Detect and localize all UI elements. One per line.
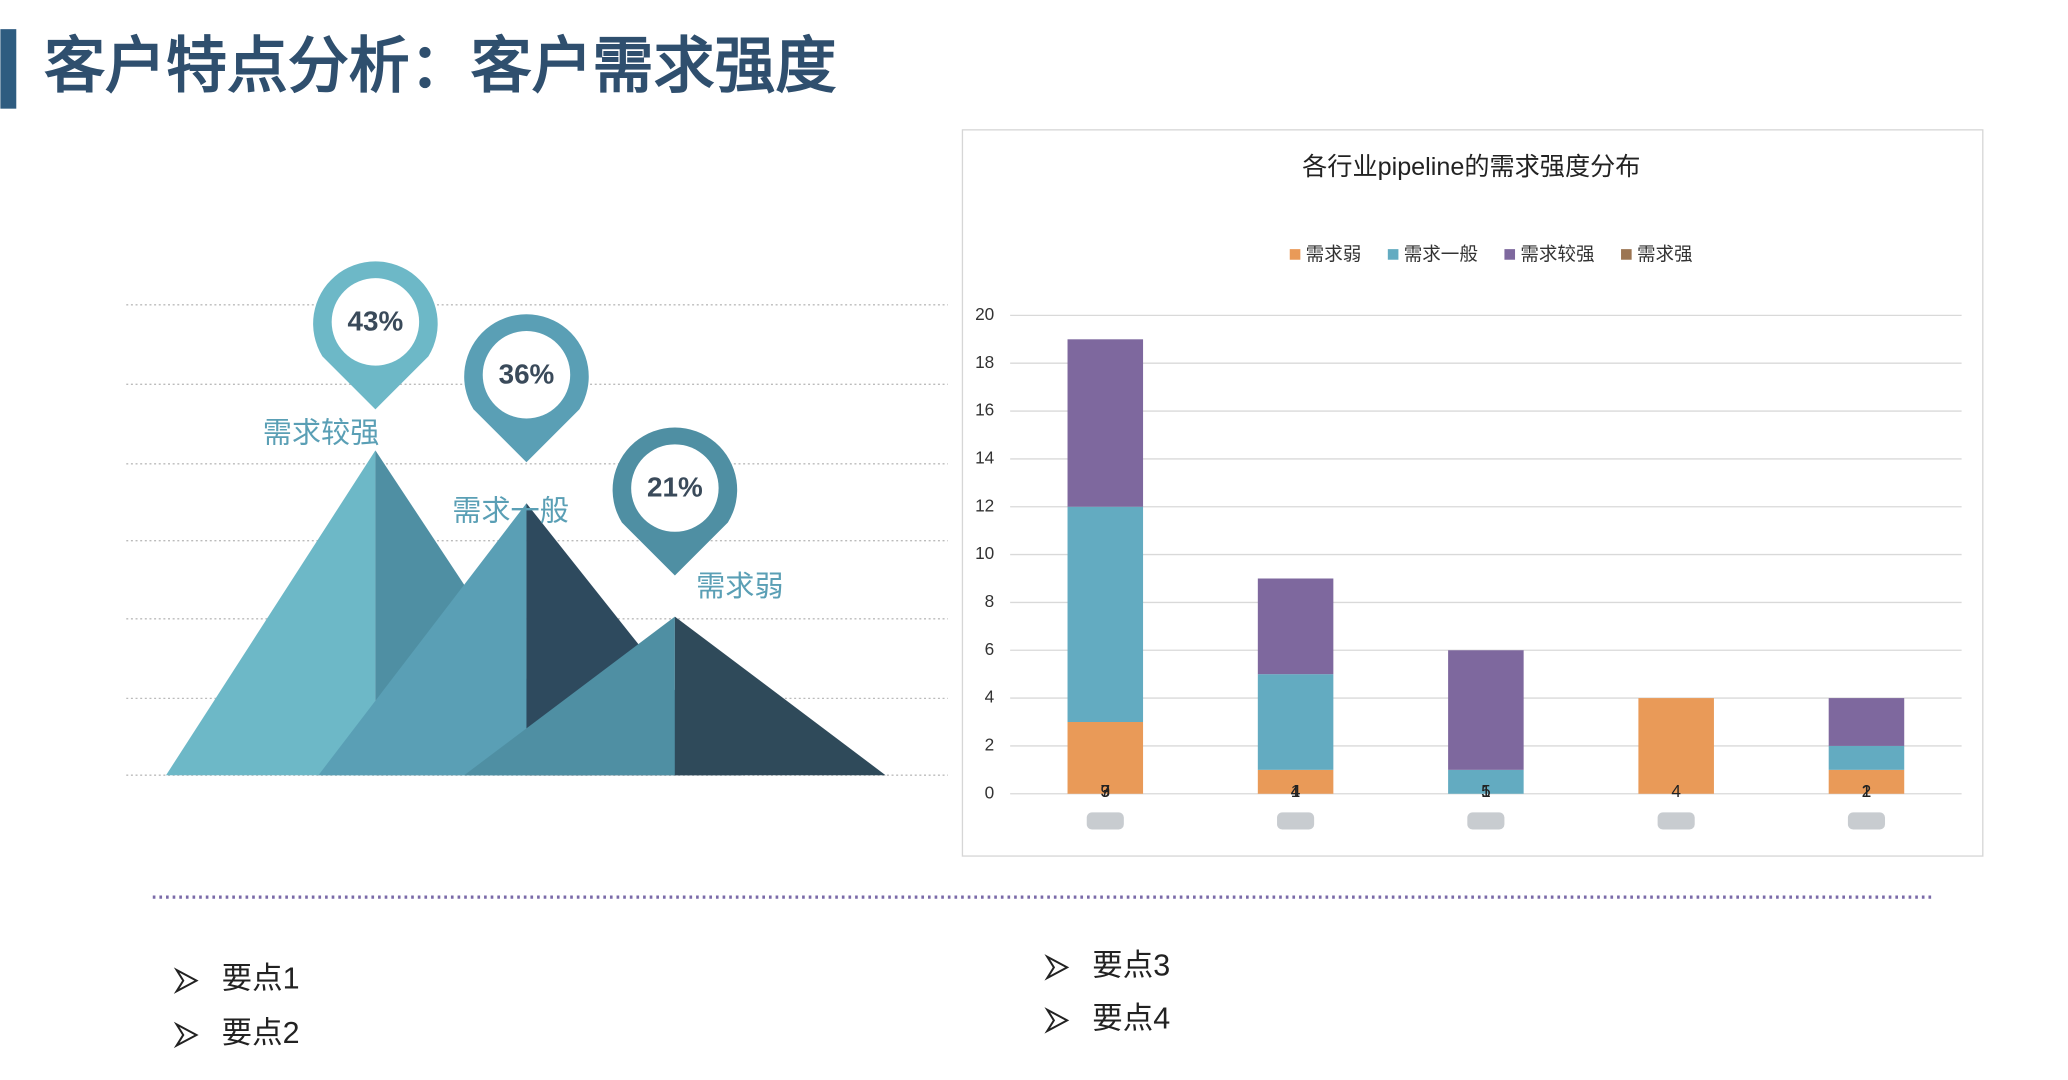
data-label: 7 [1101,781,1111,801]
x-label-obscured [1657,812,1695,830]
y-tick-label: 6 [985,639,995,659]
title-bar [0,29,17,109]
bullet-arrow [1044,1007,1070,1034]
pin-inner [482,331,571,419]
bullet-arrow [173,1021,199,1049]
legend-swatch [1387,249,1399,260]
legend-swatch [1289,249,1301,260]
bar-segment [1067,506,1144,723]
y-tick-label: 14 [975,447,995,467]
legend-swatch [1504,249,1516,260]
x-label-obscured [1847,812,1886,830]
percent-label: 36% [499,358,555,389]
y-tick-label: 16 [975,400,994,420]
data-label: 4 [1291,781,1301,801]
percent-label: 43% [348,306,404,337]
data-label: 9 [1101,781,1111,801]
bullet-text: 要点4 [1092,1001,1170,1035]
bar-segment [1828,745,1905,770]
percent-label: 21% [647,472,703,503]
bar-segment [1448,769,1524,794]
legend-label: 需求一般 [1404,244,1478,265]
y-tick-label: 18 [975,352,994,372]
pin-inner [631,444,719,532]
mountain-left [166,450,376,776]
mountain-label: 需求较强 [263,416,380,449]
data-label: 4 [1291,781,1301,801]
mountain-label: 需求弱 [696,570,783,603]
bullet-arrow [173,967,199,994]
y-tick-label: 12 [975,495,994,515]
bar-segment [1257,769,1334,794]
bar-segment [1067,339,1144,507]
bar-segment [1638,698,1714,794]
bullet-text: 要点2 [222,1016,300,1050]
y-tick-label: 20 [975,304,994,324]
data-label: 2 [1862,781,1872,801]
bullet-arrow [1044,954,1070,981]
legend-label: 需求强 [1637,244,1693,265]
slide-title: 客户特点分析：客户需求强度 [44,31,836,99]
bar-segment [1067,722,1144,794]
mountain-right [674,616,886,776]
data-label: 1 [1481,781,1491,801]
bar-segment [1257,578,1334,675]
bar-segment [1257,674,1334,770]
legend-swatch [1621,249,1632,260]
mountain-label: 需求一般 [452,495,569,528]
y-tick-label: 0 [985,782,995,802]
y-tick-label: 10 [975,543,994,563]
mountain-left [318,503,527,776]
pin-inner [331,278,420,366]
data-label: 5 [1481,781,1491,801]
data-label: 1 [1862,781,1872,801]
bar-segment [1828,769,1905,794]
bar-segment [1448,650,1524,770]
bullet-text: 要点1 [222,962,300,996]
data-label: 1 [1862,781,1872,801]
y-tick-label: 8 [985,591,995,611]
y-tick-label: 4 [985,687,995,707]
data-label: 1 [1291,781,1301,801]
data-label: 3 [1101,781,1111,801]
data-label: 4 [1671,781,1681,801]
legend-label: 需求较强 [1520,244,1594,265]
bar-segment [1828,698,1905,746]
chart-title: 各行业pipeline的需求强度分布 [1302,153,1640,181]
legend-label: 需求弱 [1306,244,1362,265]
x-label-obscured [1467,812,1505,830]
y-tick-label: 2 [985,734,995,754]
bullet-text: 要点3 [1092,948,1170,982]
x-label-obscured [1086,812,1124,830]
x-label-obscured [1277,812,1315,830]
